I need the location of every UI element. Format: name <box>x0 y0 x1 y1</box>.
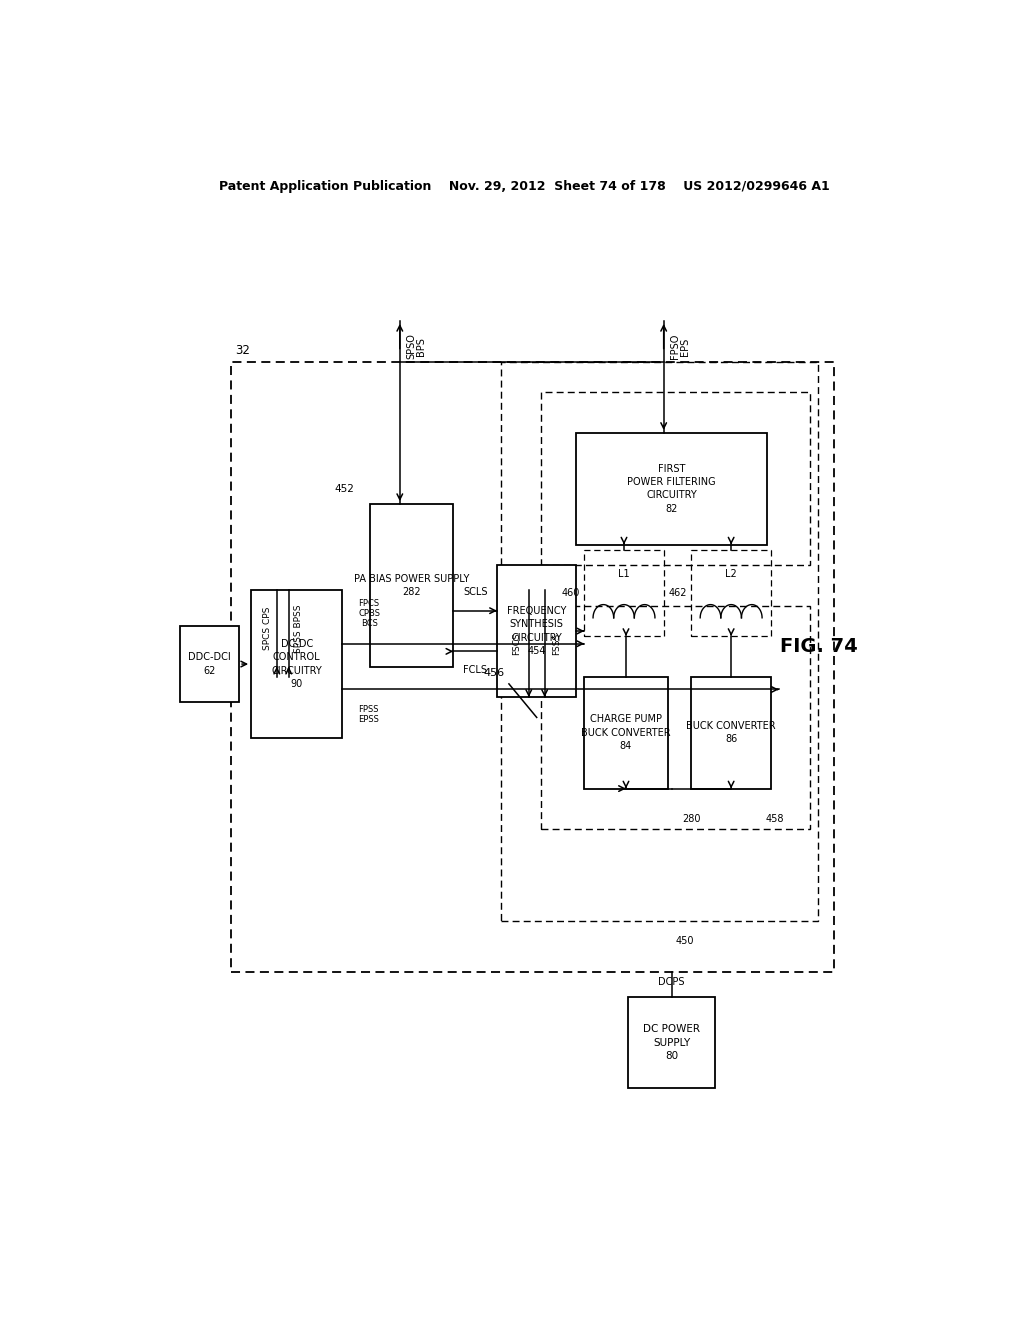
Bar <box>691 549 771 636</box>
Text: FIRST
POWER FILTERING
CIRCUITRY
82: FIRST POWER FILTERING CIRCUITRY 82 <box>628 463 716 513</box>
Text: BPS: BPS <box>416 337 426 356</box>
Text: FSSS: FSSS <box>552 632 561 655</box>
Text: Patent Application Publication    Nov. 29, 2012  Sheet 74 of 178    US 2012/0299: Patent Application Publication Nov. 29, … <box>219 181 830 193</box>
Text: BUCK CONVERTER
86: BUCK CONVERTER 86 <box>686 721 776 744</box>
Text: DCPS: DCPS <box>658 977 685 986</box>
Text: 452: 452 <box>334 483 354 494</box>
Bar <box>231 362 835 972</box>
Text: SPCS CPS: SPCS CPS <box>263 607 271 651</box>
Bar <box>577 433 767 545</box>
Bar <box>370 504 454 667</box>
Text: FPSO: FPSO <box>670 334 680 359</box>
Text: FPCS
CPBS
BCS: FPCS CPBS BCS <box>358 599 380 628</box>
Text: 462: 462 <box>669 587 687 598</box>
Text: DC POWER
SUPPLY
80: DC POWER SUPPLY 80 <box>643 1024 700 1061</box>
Bar <box>179 626 240 702</box>
Text: 456: 456 <box>483 668 505 677</box>
Bar <box>251 590 342 738</box>
Text: CHARGE PUMP
BUCK CONVERTER
84: CHARGE PUMP BUCK CONVERTER 84 <box>582 714 671 751</box>
Text: DC-DC
CONTROL
CIRCUITRY
90: DC-DC CONTROL CIRCUITRY 90 <box>271 639 322 689</box>
Bar <box>585 677 668 788</box>
Text: FPSS
EPSS: FPSS EPSS <box>358 705 379 725</box>
Text: FCLS: FCLS <box>463 665 487 675</box>
Text: 450: 450 <box>676 936 694 946</box>
Bar <box>691 677 771 788</box>
Bar <box>628 997 716 1089</box>
Text: L2: L2 <box>725 569 737 579</box>
Bar <box>541 606 811 829</box>
Text: EPS: EPS <box>680 338 689 355</box>
Text: 460: 460 <box>562 587 581 598</box>
Bar <box>541 392 811 565</box>
Text: SPSS BPSS: SPSS BPSS <box>294 605 303 652</box>
Text: SCLS: SCLS <box>463 587 487 598</box>
Text: FREQUENCY
SYNTHESIS
CIRCUITRY
454: FREQUENCY SYNTHESIS CIRCUITRY 454 <box>507 606 566 656</box>
Bar <box>585 549 664 636</box>
Text: 32: 32 <box>236 343 250 356</box>
Text: PA BIAS POWER SUPPLY
282: PA BIAS POWER SUPPLY 282 <box>354 574 469 597</box>
Text: FIG. 74: FIG. 74 <box>779 636 857 656</box>
Text: L1: L1 <box>618 569 630 579</box>
Bar <box>497 565 577 697</box>
Bar <box>501 362 818 921</box>
Text: DDC-DCI
62: DDC-DCI 62 <box>188 652 230 676</box>
Text: 458: 458 <box>766 814 784 824</box>
Text: 280: 280 <box>682 814 700 824</box>
Text: FSCS: FSCS <box>512 632 521 655</box>
Text: SPSO: SPSO <box>407 334 416 359</box>
